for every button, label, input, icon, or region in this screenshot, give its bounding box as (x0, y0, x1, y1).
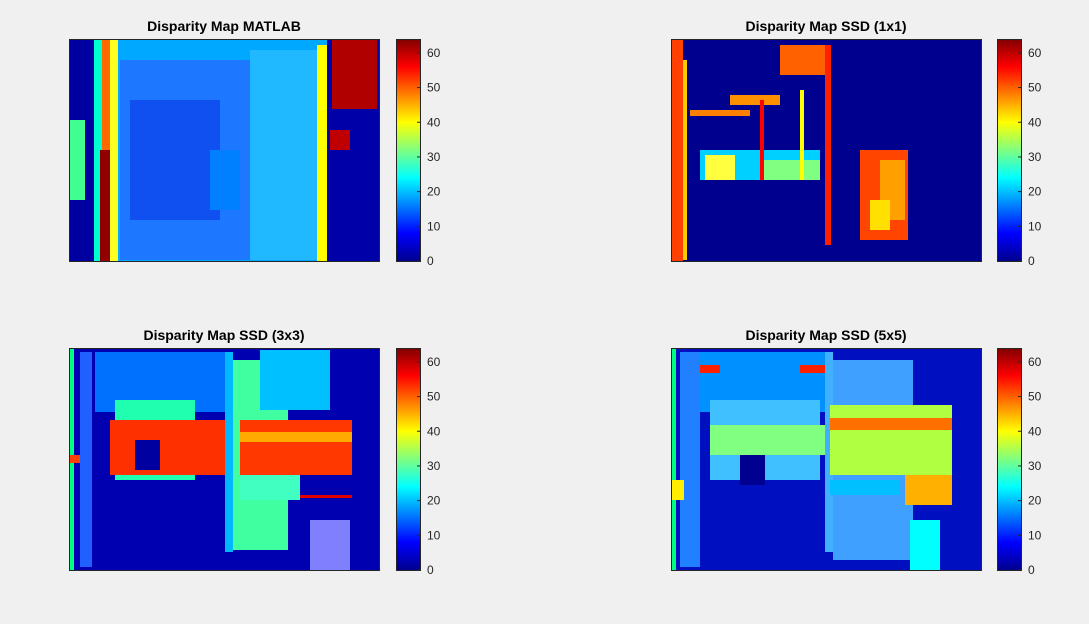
colorbar-tick-label: 20 (1028, 494, 1042, 508)
subplot-title: Disparity Map SSD (5x5) (745, 327, 906, 343)
colorbar-tick-label: 30 (1028, 459, 1042, 473)
colorbar-tick-label: 10 (1028, 219, 1042, 233)
colorbar: 0 10 20 30 40 50 60 (997, 39, 1042, 268)
colorbar-tick-label: 20 (427, 494, 441, 508)
colorbar-tick-label: 0 (1028, 563, 1035, 577)
disparity-image (671, 348, 981, 570)
colorbar: 0 10 20 30 40 50 60 (396, 348, 441, 577)
colorbar-tick-label: 20 (1028, 185, 1042, 199)
subplot-title: Disparity Map MATLAB (147, 18, 301, 34)
disparity-image (69, 348, 379, 570)
colorbar-tick-label: 0 (427, 563, 434, 577)
axes-frame (69, 39, 380, 262)
disparity-image (69, 39, 379, 261)
colorbar-tick-label: 60 (427, 46, 441, 60)
subplot-title: Disparity Map SSD (3x3) (143, 327, 304, 343)
colorbar-tick-label: 50 (1028, 81, 1042, 95)
colorbar-tick-label: 40 (1028, 424, 1042, 438)
colorbar-tick-label: 60 (1028, 46, 1042, 60)
colorbar-tick-label: 30 (427, 150, 441, 164)
axes-frame (69, 348, 380, 571)
colorbar-tick-label: 60 (1028, 355, 1042, 369)
subplot-2: Disparity Map SSD (1x1) 0 10 20 30 40 50 60 (671, 18, 1042, 268)
colorbar-tick-label: 50 (427, 81, 441, 95)
colorbar-tick-label: 40 (1028, 115, 1042, 129)
colorbar: 0 10 20 30 40 50 60 (396, 39, 441, 268)
subplot-4: Disparity Map SSD (5x5) 0 10 20 30 40 50 60 (671, 327, 1042, 577)
colorbar-tick-label: 0 (1028, 254, 1035, 268)
colorbar-tick-label: 0 (427, 254, 434, 268)
subplot-title: Disparity Map SSD (1x1) (745, 18, 906, 34)
colorbar-tick-label: 40 (427, 115, 441, 129)
colorbar-tick-label: 40 (427, 424, 441, 438)
colorbar-tick-label: 60 (427, 355, 441, 369)
colorbar-tick-label: 30 (1028, 150, 1042, 164)
axes-frame (671, 39, 982, 262)
colorbar-tick-label: 10 (427, 528, 441, 542)
subplot-1: Disparity Map MATLAB 0 10 20 30 40 50 60 (69, 18, 441, 268)
colorbar-tick-label: 20 (427, 185, 441, 199)
disparity-image (671, 39, 981, 261)
subplot-3: Disparity Map SSD (3x3) 0 10 20 30 40 50 60 (69, 327, 441, 577)
colorbar-tick-label: 10 (427, 219, 441, 233)
colorbar: 0 10 20 30 40 50 60 (997, 348, 1042, 577)
colorbar-tick-label: 50 (1028, 390, 1042, 404)
axes-frame (671, 348, 982, 571)
colorbar-tick-label: 50 (427, 390, 441, 404)
colorbar-tick-label: 30 (427, 459, 441, 473)
colorbar-tick-label: 10 (1028, 528, 1042, 542)
